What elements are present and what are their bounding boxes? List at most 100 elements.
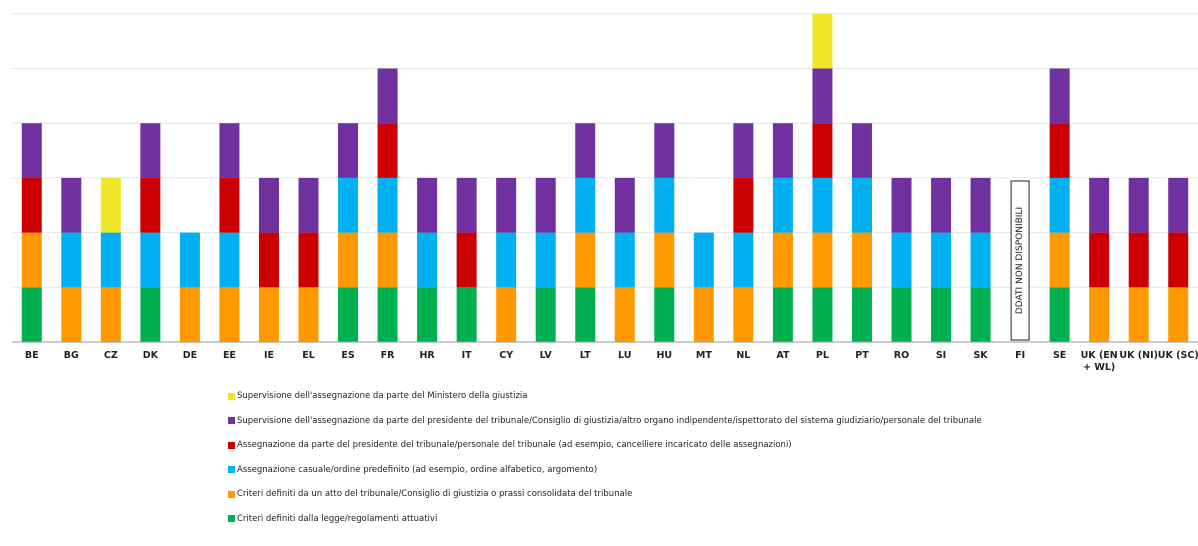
- bar-segment: [496, 287, 517, 342]
- bar-segment: [1089, 232, 1110, 288]
- bar-segment: [338, 232, 359, 288]
- bar-segment: [1168, 232, 1189, 288]
- bar-segment: [496, 177, 517, 233]
- bar-segment: [456, 177, 477, 233]
- bar-segment: [140, 287, 161, 342]
- bar-segment: [21, 123, 42, 178]
- x-tick-label: EL: [302, 350, 315, 361]
- bar-segment: [733, 177, 754, 233]
- legend-swatch: [228, 490, 235, 498]
- legend-item: Assegnazione casuale/ordine predefinito …: [228, 458, 982, 483]
- bar-segment: [496, 232, 517, 288]
- bar-segment: [733, 287, 754, 342]
- bar-segment: [772, 123, 793, 178]
- x-tick-label: PL: [816, 350, 829, 361]
- bar-segment: [1089, 287, 1110, 342]
- x-tick-label: IT: [462, 350, 473, 361]
- bar-segment: [100, 287, 121, 342]
- bar-segment: [575, 123, 596, 178]
- x-tick-label: LU: [618, 350, 631, 361]
- x-tick-label: SE: [1053, 350, 1066, 361]
- legend-item: Criteri definiti dalla legge/regolamenti…: [228, 507, 982, 532]
- bar-segment: [614, 232, 635, 288]
- bar-segment: [772, 287, 793, 342]
- bar-segment: [931, 232, 952, 288]
- bar-segment: [258, 232, 279, 288]
- bar-segment: [1089, 177, 1110, 233]
- bar-segment: [1049, 177, 1070, 233]
- bar-segment: [812, 68, 833, 124]
- legend-item: Criteri definiti da un atto del tribunal…: [228, 482, 982, 507]
- x-tick-label: AT: [776, 350, 790, 361]
- bar-segment: [851, 123, 872, 178]
- bar-segment: [614, 177, 635, 233]
- bar-segment: [654, 287, 675, 342]
- stacked-bar-chart: BE BG CZ DK DE EE IE EL ES FR HR IT CY LV LT LU HU MT NL AT…: [12, 13, 1198, 373]
- na-box: [1010, 180, 1030, 341]
- x-tick-label: BE: [25, 350, 39, 361]
- bar-segment: [21, 287, 42, 342]
- bar-segment: [693, 287, 714, 342]
- legend-item: Supervisione dell'assegnazione da parte …: [228, 409, 982, 434]
- bar-segment: [456, 287, 477, 342]
- x-tick-label: PT: [855, 350, 869, 361]
- bar-segment: [614, 287, 635, 342]
- bar-segment: [772, 177, 793, 233]
- x-tick-label: IE: [264, 350, 274, 361]
- bar-segment: [140, 232, 161, 288]
- bar-segment: [417, 232, 438, 288]
- bar-segment: [575, 177, 596, 233]
- bar-segment: [1128, 177, 1149, 233]
- bar-segment: [693, 232, 714, 288]
- bar-segment: [61, 177, 82, 233]
- bar-segment: [417, 177, 438, 233]
- bar-segment: [179, 232, 200, 288]
- bar-segment: [851, 287, 872, 342]
- bar-segment: [61, 232, 82, 288]
- x-tick-label: HU: [656, 350, 672, 361]
- legend: Supervisione dell'assegnazione da parte …: [228, 384, 982, 531]
- bar-segment: [219, 232, 240, 288]
- gridlines: [12, 13, 1198, 288]
- legend-swatch: [228, 392, 235, 400]
- bar-segment: [140, 177, 161, 233]
- bar-segment: [891, 287, 912, 342]
- x-tick-label: UK (NI): [1119, 350, 1158, 361]
- bar-segment: [535, 232, 556, 288]
- legend-label: Criteri definiti dalla legge/regolamenti…: [237, 513, 438, 524]
- bar-segment: [654, 177, 675, 233]
- bar-segment: [377, 232, 398, 288]
- bar-segment: [931, 287, 952, 342]
- bar-segment: [575, 287, 596, 342]
- bar-segment: [812, 13, 833, 69]
- legend-label: Criteri definiti da un atto del tribunal…: [237, 489, 633, 500]
- legend-label: Assegnazione da parte del presidente del…: [237, 440, 792, 451]
- x-tick-label: RO: [894, 350, 909, 361]
- bar-segment: [812, 177, 833, 233]
- legend-swatch: [228, 466, 235, 474]
- bar-segment: [377, 287, 398, 342]
- bar-segment: [654, 232, 675, 288]
- bar-segment: [851, 232, 872, 288]
- bar-segment: [772, 232, 793, 288]
- bar-segment: [970, 232, 991, 288]
- bar-segment: [654, 123, 675, 178]
- bar-segment: [535, 177, 556, 233]
- bar-segment: [812, 232, 833, 288]
- bar-segment: [891, 232, 912, 288]
- bar-segment: [1049, 287, 1070, 342]
- x-tick-labels: BE BG CZ DK DE EE IE EL ES FR HR IT CY LV LT LU HU MT NL AT…: [25, 350, 1198, 373]
- bar-segment: [931, 177, 952, 233]
- x-tick-label: DE: [183, 350, 197, 361]
- x-tick-label: UK (EN + WL): [1081, 350, 1118, 373]
- bar-segment: [100, 177, 121, 233]
- legend-label: Supervisione dell'assegnazione da parte …: [237, 391, 528, 402]
- bar-segment: [970, 287, 991, 342]
- bar-segment: [1128, 232, 1149, 288]
- x-tick-label: DK: [143, 350, 159, 361]
- legend-label: Supervisione dell'assegnazione da parte …: [237, 415, 982, 426]
- bars-layer: [21, 13, 1189, 342]
- bar-segment: [733, 232, 754, 288]
- x-tick-label: SI: [936, 350, 946, 361]
- x-tick-label: FR: [381, 350, 395, 361]
